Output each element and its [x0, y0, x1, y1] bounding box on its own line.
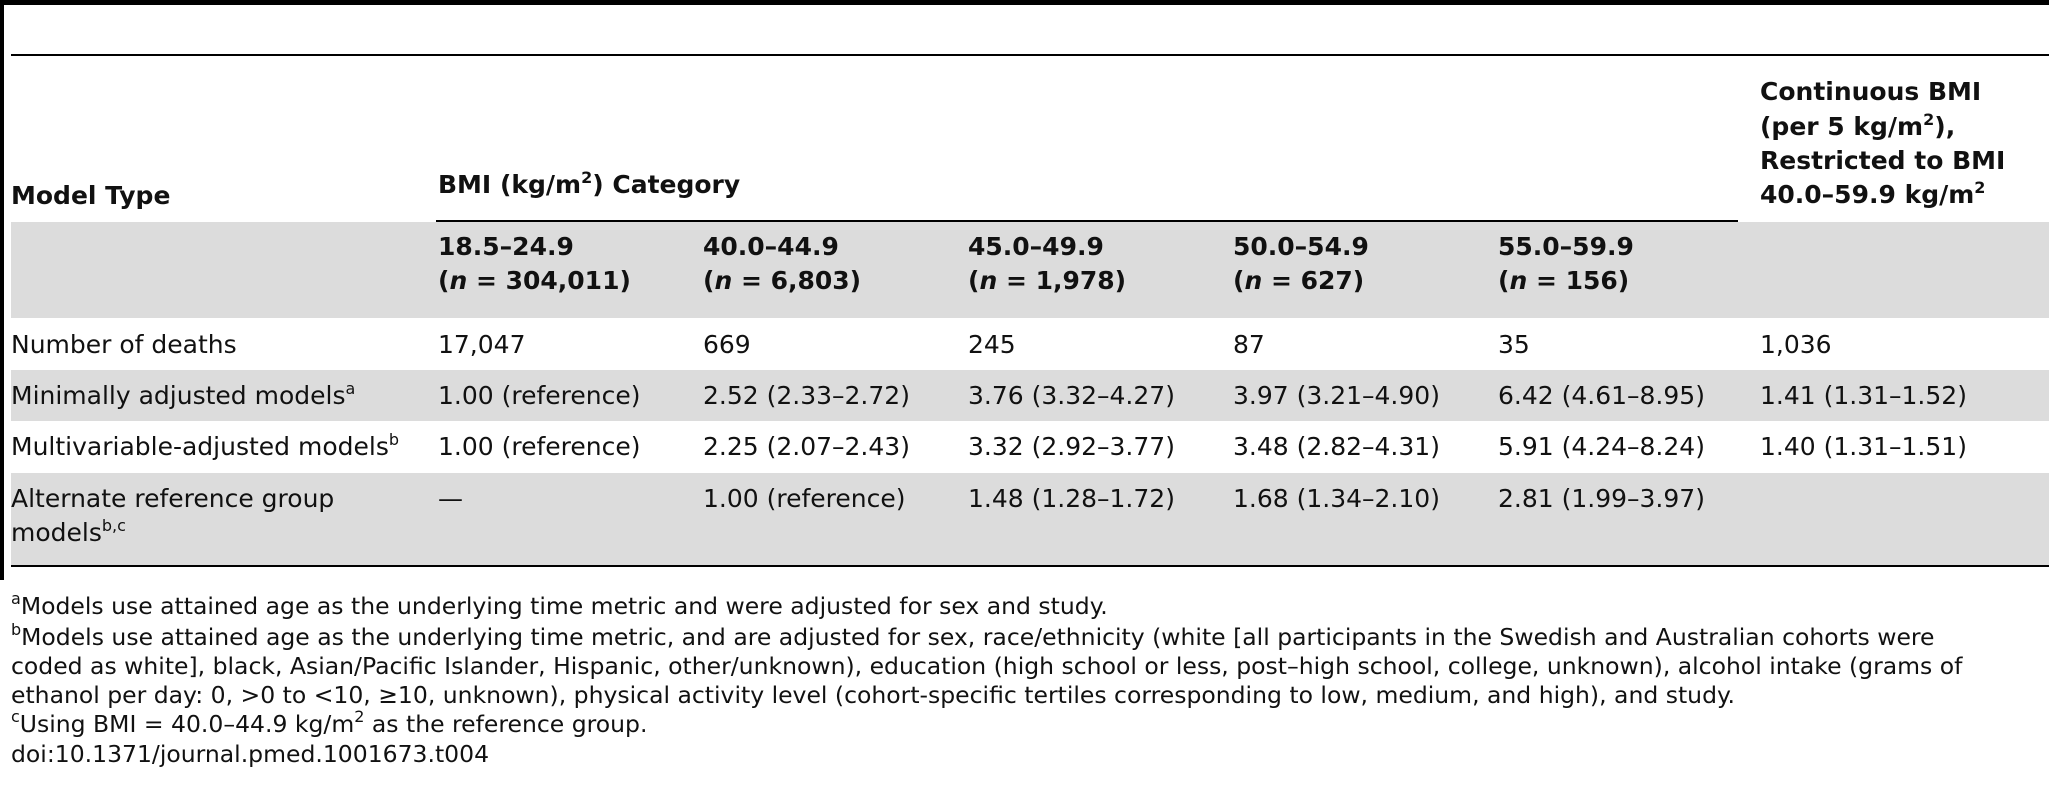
table-cell: 3.48 (2.82–4.31): [1233, 432, 1440, 461]
category-n: (n = 6,803): [703, 266, 862, 295]
table-cell: 1.68 (1.34–2.10): [1233, 484, 1440, 513]
footnote-marker: a: [345, 379, 356, 398]
category-header-3: 45.0–49.9 (n = 1,978): [968, 230, 1126, 298]
category-range: 50.0–54.9: [1233, 232, 1369, 261]
table-cell: 3.76 (3.32–4.27): [968, 381, 1175, 410]
footnote-marker: b: [388, 430, 400, 449]
category-n: (n = 156): [1498, 266, 1630, 295]
category-n: (n = 1,978): [968, 266, 1127, 295]
row-band-minimal: [11, 370, 2049, 421]
header-continuous-line3: Restricted to BMI: [1760, 146, 2006, 175]
header-continuous-line1: Continuous BMI: [1760, 77, 1982, 106]
footnote-c: cUsing BMI = 40.0–44.9 kg/m2 as the refe…: [11, 707, 648, 739]
row-label: Number of deaths: [11, 330, 237, 359]
category-header-4: 50.0–54.9 (n = 627): [1233, 230, 1369, 298]
table-left-border: [0, 0, 4, 580]
table-cell: 87: [1233, 330, 1265, 359]
subheader-band: [11, 222, 1738, 318]
header-bmi-category: BMI (kg/m2) Category: [438, 168, 741, 200]
table-cell: 2.25 (2.07–2.43): [703, 432, 910, 461]
footnote-marker: b,c: [101, 516, 126, 535]
category-n: (n = 627): [1233, 266, 1365, 295]
row-label: Alternate reference group modelsb,c: [11, 484, 335, 547]
footnote-a: aModels use attained age as the underlyi…: [11, 589, 1108, 621]
table-cell: 3.97 (3.21–4.90): [1233, 381, 1440, 410]
table-cell: 1.00 (reference): [438, 381, 641, 410]
table-cell: 2.81 (1.99–3.97): [1498, 484, 1705, 513]
table-cell: —: [438, 484, 463, 513]
table-cell: 3.32 (2.92–3.77): [968, 432, 1175, 461]
category-range: 55.0–59.9: [1498, 232, 1634, 261]
doi-link[interactable]: doi:10.1371/journal.pmed.1001673.t004: [11, 740, 490, 768]
category-range: 18.5–24.9: [438, 232, 574, 261]
category-n: (n = 304,011): [438, 266, 631, 295]
table-cell: 1.00 (reference): [438, 432, 641, 461]
row-label: Minimally adjusted modelsa: [11, 379, 356, 411]
header-top-rule: [11, 54, 2049, 56]
header-continuous-line4: 40.0–59.9 kg/m2: [1760, 178, 1986, 210]
header-continuous-line2: (per 5 kg/m2),: [1760, 110, 1956, 142]
table-cell: 245: [968, 330, 1016, 359]
footnote-b: bModels use attained age as the underlyi…: [11, 620, 1963, 710]
category-span-rule: [436, 220, 1738, 222]
table-cell: 1.41 (1.31–1.52): [1760, 381, 1967, 410]
table-cell: 35: [1498, 330, 1530, 359]
category-header-1: 18.5–24.9 (n = 304,011): [438, 230, 631, 298]
table-cell: 6.42 (4.61–8.95): [1498, 381, 1705, 410]
table-cell: 2.52 (2.33–2.72): [703, 381, 910, 410]
table-cell: 1,036: [1760, 330, 1832, 359]
category-range: 40.0–44.9: [703, 232, 839, 261]
table-bottom-rule: [11, 565, 2049, 567]
table-cell: 5.91 (4.24–8.24): [1498, 432, 1705, 461]
subheader-band-continuous: [1738, 222, 2049, 318]
table-cell: 1.40 (1.31–1.51): [1760, 432, 1967, 461]
category-range: 45.0–49.9: [968, 232, 1104, 261]
table-cell: 1.48 (1.28–1.72): [968, 484, 1175, 513]
category-header-2: 40.0–44.9 (n = 6,803): [703, 230, 861, 298]
table-cell: 17,047: [438, 330, 526, 359]
row-band-alternate: [11, 473, 2049, 565]
table-cell: 1.00 (reference): [703, 484, 906, 513]
row-label: Multivariable-adjusted modelsb: [11, 430, 400, 462]
table-top-border: [0, 0, 2049, 5]
header-model-type: Model Type: [11, 181, 171, 210]
category-header-5: 55.0–59.9 (n = 156): [1498, 230, 1634, 298]
table-cell: 669: [703, 330, 751, 359]
